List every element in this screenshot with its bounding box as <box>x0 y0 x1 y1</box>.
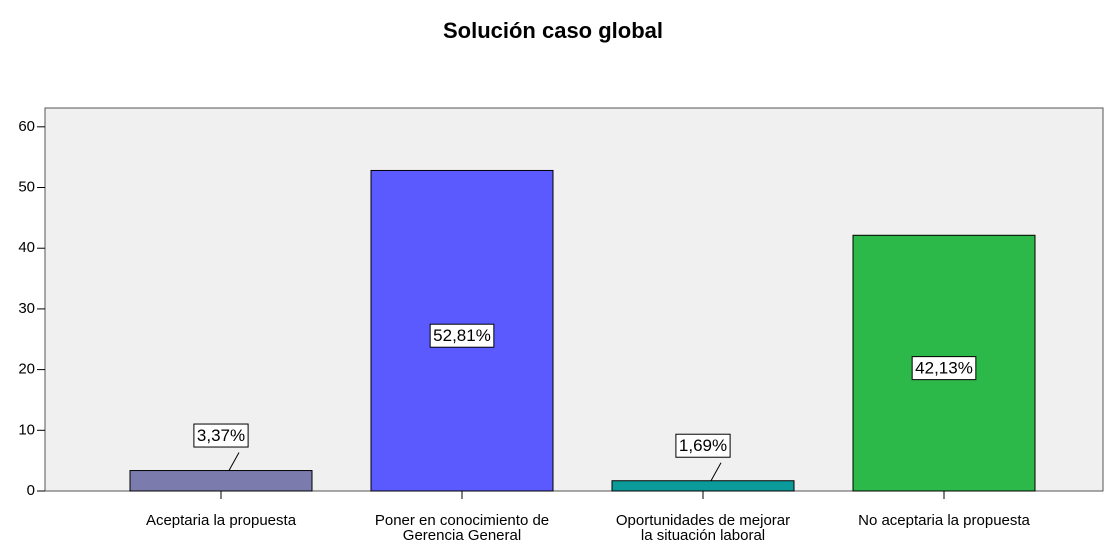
bar <box>611 480 795 492</box>
y-tick-label: 10 <box>18 421 35 438</box>
value-label: 42,13% <box>915 359 973 378</box>
x-tick-label: Poner en conocimiento de Gerencia General <box>375 512 549 544</box>
value-label: 1,69% <box>679 436 727 455</box>
y-tick-label: 30 <box>18 300 35 317</box>
value-label-box <box>193 423 249 448</box>
x-tick-label: No aceptaria la propuesta <box>858 512 1030 529</box>
value-label-box <box>429 323 495 348</box>
x-tick-label: Oportunidades de mejorar la situación lab… <box>616 512 790 544</box>
x-tick-label: Aceptaria la propuesta <box>146 512 297 529</box>
value-label: 3,37% <box>197 426 245 445</box>
value-label-box <box>675 433 731 458</box>
bar <box>129 470 313 492</box>
y-tick-label: 0 <box>27 482 35 499</box>
chart-title: Solución caso global <box>443 18 663 43</box>
leader-line <box>710 462 722 481</box>
y-tick-label: 40 <box>18 239 35 256</box>
value-label: 52,81% <box>433 326 491 345</box>
value-label-box <box>911 356 977 381</box>
y-tick-label: 20 <box>18 361 35 378</box>
y-tick-label: 50 <box>18 178 35 195</box>
leader-line <box>228 452 240 471</box>
y-tick-label: 60 <box>18 118 35 135</box>
